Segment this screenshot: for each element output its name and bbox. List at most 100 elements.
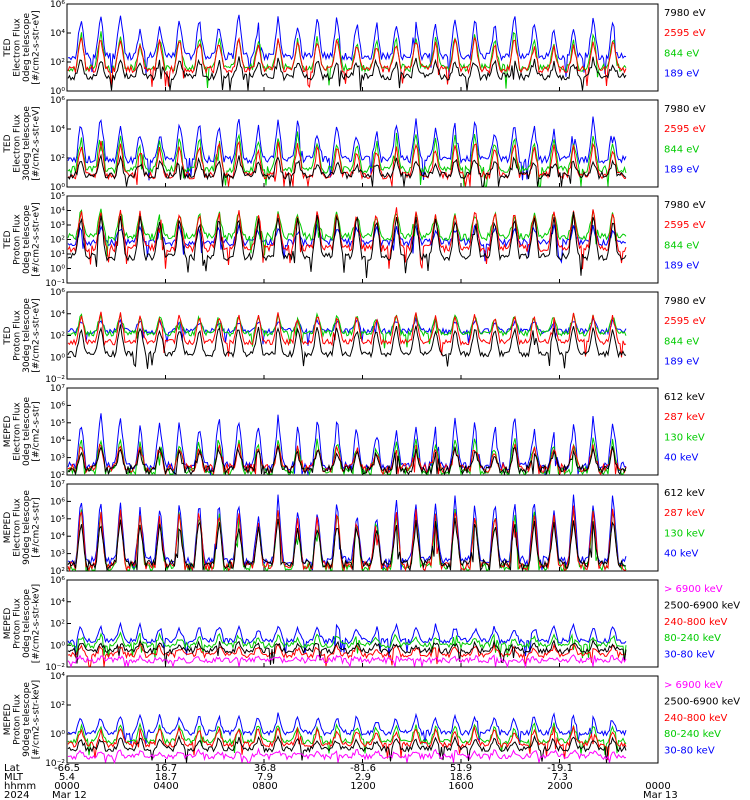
xaxis-row-label-lat: Lat [4, 763, 20, 774]
series-line [67, 725, 627, 761]
legend-entry: 130 keV [664, 528, 705, 539]
series-line [67, 747, 627, 764]
legend-entry: 2595 eV [664, 28, 706, 39]
hhmm-tick-label: 2000 [547, 781, 572, 792]
series-line [67, 56, 627, 91]
legend-entry: 189 eV [664, 261, 699, 272]
y-axis-label-line: MEPED [3, 512, 13, 544]
series-line [67, 712, 627, 746]
series-line [67, 324, 627, 369]
y-axis-label: TEDElectron Flux0deg telescope[#/cm2-s-s… [3, 10, 42, 85]
legend-entry: 30-80 keV [664, 650, 715, 661]
legend-entry: 287 keV [664, 508, 705, 519]
lat-tick-label: 36.8 [254, 763, 276, 774]
xaxis-row-label-mlt: MLT [4, 772, 24, 783]
y-axis-label-line: [#/cm2-s-str-eV] [32, 298, 42, 373]
legend-entry: 7980 eV [664, 104, 706, 115]
series-line [67, 311, 627, 358]
y-tick-label: 10⁶ [50, 401, 65, 411]
lat-tick-label: 51.9 [450, 763, 472, 774]
series-line [67, 517, 627, 573]
series-line [67, 36, 627, 89]
xaxis-row-label-hhmm: hhmm [4, 781, 36, 792]
legend-entry: 130 keV [664, 432, 705, 443]
y-tick-label: 10⁰ [50, 265, 65, 275]
hhmm-tick-label: 0000 [645, 781, 670, 792]
hhmm-tick-label: 0400 [153, 781, 178, 792]
flux-panel-5: 10² 10³ 10⁴ 10⁵ 10⁶ 10⁷ MEPEDElectron Flux0deg… [3, 384, 705, 481]
y-axis-label-line: 90deg telescope [22, 682, 32, 757]
legend-entry: 612 keV [664, 392, 705, 403]
y-axis-label-line: [#/cm2-s-str-eV] [32, 10, 42, 85]
legend-entry: 2500-6900 keV [664, 600, 740, 611]
series-line [67, 131, 627, 187]
legend-entry: 2595 eV [664, 124, 706, 135]
y-axis-label-line: 90deg telescope [22, 490, 32, 565]
legend-entry: 844 eV [664, 240, 699, 251]
legend-entry: 2500-6900 keV [664, 696, 740, 707]
legend-entry: 80-240 keV [664, 729, 721, 740]
y-axis-label: TEDElectron Flux30deg telescope[#/cm2-s-… [3, 106, 42, 181]
legend-entry: 287 keV [664, 412, 705, 423]
legend-entry: 240-800 keV [664, 713, 728, 724]
lat-tick-label: -19.1 [547, 763, 573, 774]
y-axis-label-line: MEPED [3, 608, 13, 640]
legend-entry: 2595 eV [664, 220, 706, 231]
y-axis-label-line: [#/cm2-s-str-eV] [32, 106, 42, 181]
mlt-tick-label: 7.3 [552, 772, 568, 783]
legend-entry: 7980 eV [664, 8, 706, 19]
y-tick-label: 10⁵ [50, 192, 65, 202]
mlt-tick-label: 7.9 [257, 772, 273, 783]
panel-frame [66, 483, 659, 572]
y-tick-label: 10⁵ [50, 419, 65, 429]
y-tick-label: 10² [50, 154, 65, 164]
y-axis-label-line: Proton Flux [13, 310, 23, 361]
y-axis-label-line: [#/cm2-s-str] [32, 401, 42, 461]
y-tick-label: 10⁻² [45, 759, 65, 769]
y-tick-label: 10⁶ [50, 0, 65, 10]
y-axis-label: TEDProton Flux0deg telescope[#/cm2-s-str… [3, 202, 42, 277]
flux-panel-6: 10² 10³ 10⁴ 10⁵ 10⁶ 10⁷ MEPEDElectron Flux90de… [3, 480, 705, 577]
y-tick-label: 10⁴ [50, 672, 65, 682]
y-tick-label: 10³ [50, 550, 65, 560]
y-axis-label-line: Electron Flux [13, 402, 23, 461]
y-tick-label: 10⁴ [50, 598, 65, 608]
series-line [67, 140, 627, 187]
legend-entry: > 6900 keV [664, 584, 723, 595]
y-tick-label: 10⁵ [50, 515, 65, 525]
y-axis-label: MEPEDElectron Flux0deg telescope[#/cm2-s… [3, 397, 42, 467]
y-axis-label-line: Electron Flux [13, 498, 23, 557]
y-tick-label: 10² [50, 332, 65, 342]
y-tick-label: 10⁶ [50, 576, 65, 586]
y-axis-label-line: [#/cm2-s-str-eV] [32, 202, 42, 277]
y-tick-label: 10⁻² [45, 663, 65, 673]
flux-panel-2: 10⁰ 10² 10⁴ 10⁶ TEDElectron Flux30deg telesc… [3, 96, 706, 193]
y-tick-label: 10⁶ [50, 288, 65, 298]
y-tick-label: 10⁷ [50, 480, 65, 490]
legend-entry: 844 eV [664, 336, 699, 347]
series-line [67, 211, 627, 278]
y-axis-label-line: 30deg telescope [22, 298, 32, 373]
series-line [67, 207, 627, 270]
y-axis-label: MEPEDElectron Flux90deg telescope[#/cm2-… [3, 490, 42, 565]
flux-panel-8: 10⁻² 10⁰ 10² 10⁴ MEPEDProton Flux90deg teles… [3, 672, 740, 769]
lat-tick-label: 16.7 [155, 763, 177, 774]
flux-panel-7: 10⁻² 10⁰ 10² 10⁴ 10⁶ MEPEDProton Flux0deg tel… [3, 576, 740, 673]
y-axis-label-line: Proton Flux [13, 214, 23, 265]
y-tick-label: 10⁰ [50, 730, 65, 740]
y-tick-label: 10⁴ [50, 532, 65, 542]
legend-entry: 240-800 keV [664, 617, 728, 628]
legend-entry: 612 keV [664, 488, 705, 499]
series-line [67, 445, 627, 477]
mlt-tick-label: 18.6 [450, 772, 472, 783]
y-axis-label-line: [#/cm2-s-str-keV] [32, 680, 42, 759]
series-line [67, 153, 627, 187]
panel-frame [66, 387, 659, 476]
panels-group: 10⁰ 10² 10⁴ 10⁶ TEDElectron Flux0deg telesco… [3, 0, 740, 769]
date-label: Mar 13 [643, 790, 678, 800]
series-line [67, 14, 627, 77]
y-tick-label: 10² [50, 471, 65, 481]
y-tick-label: 10⁻² [45, 375, 65, 385]
y-axis-label-line: 0deg telescope [22, 397, 32, 467]
y-tick-label: 10² [50, 620, 65, 630]
